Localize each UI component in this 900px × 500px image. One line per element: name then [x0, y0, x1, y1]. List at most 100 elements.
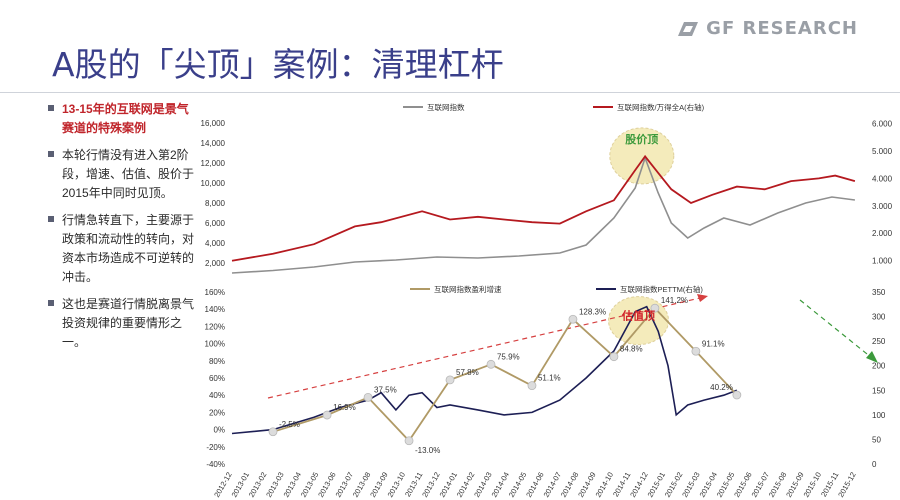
data-label: 40.2% [710, 383, 733, 392]
bullet-text: 13-15年的互联网是景气赛道的特殊案例 [62, 102, 189, 135]
y-axis-right-tick: 300 [872, 313, 886, 322]
bullet-item: 行情急转直下，主要源于政策和流动性的转向，对资本市场造成不可逆转的冲击。 [48, 211, 198, 287]
bullet-list: 13-15年的互联网是景气赛道的特殊案例 本轮行情没有进入第2阶段，增速、估值、… [48, 100, 198, 360]
data-point [732, 390, 742, 400]
y-axis-right-tick: 200 [872, 362, 886, 371]
data-label: 57.8% [456, 368, 479, 377]
x-axis-tick: 2015-11 [819, 471, 840, 499]
brand-logo: GF RESEARCH [676, 18, 858, 39]
data-label: 75.9% [497, 352, 520, 361]
x-axis-tick: 2014-05 [507, 471, 529, 499]
y-axis-left-tick: 40% [209, 391, 225, 400]
x-axis-tick: 2013-08 [351, 471, 373, 499]
uptrend-arrow [267, 297, 701, 399]
data-point [404, 436, 414, 446]
series-line [272, 306, 738, 443]
y-axis-left-tick: 80% [209, 357, 225, 366]
data-label: 37.5% [374, 385, 397, 394]
data-label: 51.1% [538, 374, 561, 383]
x-axis-tick: 2013-02 [247, 471, 269, 499]
bullet-item: 本轮行情没有进入第2阶段，增速、估值、股价于2015年中同时见顶。 [48, 146, 198, 203]
legend-label: 互联网指数PETTM(右轴) [620, 284, 703, 294]
y-axis-left-tick: 14,000 [201, 139, 226, 148]
y-axis-right-tick: 4.000 [872, 174, 893, 183]
x-axis-tick: 2015-08 [767, 471, 789, 499]
x-axis-tick: 2014-01 [438, 471, 460, 499]
x-axis-tick: 2013-07 [334, 471, 356, 499]
data-point [650, 303, 660, 313]
x-axis-tick: 2014-06 [524, 471, 546, 499]
x-axis-tick: 2013-06 [316, 471, 338, 499]
y-axis-left-tick: 100% [205, 340, 225, 349]
y-axis-right-tick: 3.000 [872, 202, 893, 211]
x-axis-tick: 2015-04 [698, 471, 720, 499]
x-axis-tick: 2013-09 [368, 471, 390, 499]
x-axis-tick: 2014-02 [455, 471, 477, 499]
x-axis-tick: 2014-04 [490, 471, 512, 499]
data-point [363, 392, 373, 402]
data-point [609, 352, 619, 362]
valuation-top-highlight [608, 296, 670, 346]
data-point [691, 346, 701, 356]
downtrend-arrowhead [866, 351, 878, 363]
y-axis-left-tick: 60% [209, 374, 225, 383]
bullet-text: 本轮行情没有进入第2阶段，增速、估值、股价于2015年中同时见顶。 [62, 148, 195, 200]
page-title: A股的「尖顶」案例：清理杠杆 [52, 45, 504, 84]
y-axis-right-tick: 100 [872, 411, 886, 420]
y-axis-left-tick: 8,000 [205, 199, 226, 208]
legend-label: 互联网指数/万得全A(右轴) [617, 102, 705, 112]
y-axis-left-tick: 2,000 [205, 259, 226, 268]
data-point [268, 427, 278, 437]
data-label: -2.5% [279, 420, 300, 429]
x-axis-tick: 2015-02 [663, 471, 685, 499]
x-axis-tick: 2013-01 [230, 471, 252, 499]
x-axis-tick: 2015-09 [784, 471, 806, 499]
x-axis-tick: 2013-12 [420, 471, 442, 499]
y-axis-left-tick: 140% [205, 305, 225, 314]
x-axis-tick: 2014-09 [576, 471, 598, 499]
downtrend-arrow [799, 299, 873, 359]
x-axis-tick: 2014-10 [594, 471, 616, 499]
series-line [231, 154, 856, 262]
x-axis-tick: 2014-08 [559, 471, 581, 499]
data-label: 128.3% [579, 307, 606, 316]
y-axis-left-tick: 4,000 [205, 239, 226, 248]
y-axis-right-tick: 350 [872, 288, 886, 297]
bullet-item: 这也是赛道行情脱离景气投资规律的重要情形之一。 [48, 295, 198, 352]
data-label: 16.9% [333, 403, 356, 412]
valuation-top-label: 估值顶 [621, 309, 655, 323]
x-axis-tick: 2013-05 [299, 471, 321, 499]
y-axis-left-tick: -20% [206, 443, 225, 452]
data-point [322, 410, 332, 420]
bullet-marker [48, 105, 54, 111]
x-axis-tick: 2013-04 [282, 471, 304, 499]
y-axis-right-tick: 0 [872, 460, 877, 469]
x-axis-tick: 2014-11 [611, 471, 632, 499]
price-top-highlight [609, 127, 675, 185]
data-label: 84.8% [620, 345, 643, 354]
x-axis-tick: 2015-01 [646, 471, 668, 499]
bullet-marker [48, 216, 54, 222]
x-axis-tick: 2015-12 [836, 471, 858, 499]
x-axis-tick: 2014-07 [542, 471, 564, 499]
bullet-item: 13-15年的互联网是景气赛道的特殊案例 [48, 100, 198, 138]
x-axis-tick: 2014-03 [472, 471, 494, 499]
y-axis-left-tick: -40% [206, 460, 225, 469]
x-axis-tick: 2015-06 [732, 471, 754, 499]
y-axis-right-tick: 250 [872, 337, 886, 346]
y-axis-left-tick: 12,000 [201, 159, 226, 168]
series-line [231, 305, 738, 435]
y-axis-left-tick: 10,000 [201, 179, 226, 188]
y-axis-right-tick: 1.000 [872, 257, 893, 266]
y-axis-left-tick: 120% [205, 322, 225, 331]
data-point [445, 375, 455, 385]
x-axis-tick: 2014-12 [628, 471, 650, 499]
data-point [568, 314, 578, 324]
bullet-marker [48, 300, 54, 306]
y-axis-left-tick: 160% [205, 288, 225, 297]
x-axis-tick: 2015-03 [680, 471, 702, 499]
x-axis-tick: 2015-07 [750, 471, 772, 499]
x-axis-tick: 2013-03 [264, 471, 286, 499]
uptrend-arrowhead [697, 294, 708, 302]
y-axis-left-tick: 16,000 [201, 119, 226, 128]
